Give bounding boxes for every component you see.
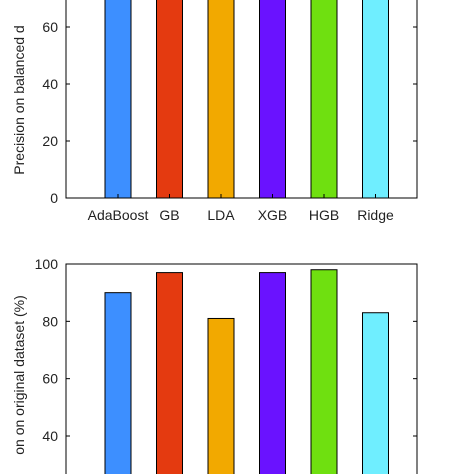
top-bar-chart: 0 20 40 60 AdaBoost GB LDA XGB HGB Ridge Precisi…	[11, 0, 418, 223]
bottom-y-axis-label: on on original dataset (%)	[11, 295, 27, 455]
bottom-bar-lda	[207, 317, 235, 474]
bottom-bar-adaboost	[104, 292, 132, 474]
top-x-tick-label-adaboost: AdaBoost	[88, 207, 149, 223]
top-y-tick-label: 60	[42, 19, 58, 35]
top-y-tick-label: 20	[42, 133, 58, 149]
top-bar-ridge	[362, 0, 389, 199]
bottom-y-tick-label: 60	[42, 371, 58, 387]
bottom-bar-hgb	[310, 269, 338, 474]
bottom-y-tick-label: 40	[42, 428, 58, 444]
top-x-tick-label-hgb: HGB	[309, 207, 339, 223]
bottom-bar-ridge	[362, 312, 389, 474]
top-axes-frame	[65, 0, 418, 199]
top-y-tick-label: 40	[42, 76, 58, 92]
bottom-axes-frame	[65, 263, 418, 474]
bottom-y-tick-label: 100	[35, 256, 59, 272]
top-x-tick-label-xgb: XGB	[258, 207, 288, 223]
bottom-y-tick-label: 80	[42, 313, 58, 329]
top-bar-gb	[156, 0, 183, 199]
bottom-bar-chart: 40 60 80 100 on on original dataset (%)	[11, 256, 418, 474]
top-bar-xgb	[259, 0, 286, 199]
top-x-tick-label-gb: GB	[159, 207, 179, 223]
bottom-bar-xgb	[259, 272, 286, 474]
top-y-axis-label: Precision on balanced d	[11, 25, 27, 174]
top-bar-hgb	[310, 0, 338, 199]
top-x-tick-label-ridge: Ridge	[357, 207, 394, 223]
top-bar-adaboost	[104, 0, 132, 199]
top-x-tick-label-lda: LDA	[207, 207, 235, 223]
top-y-tick-label: 0	[50, 190, 58, 206]
bottom-bar-gb	[156, 272, 183, 474]
top-bar-lda	[207, 0, 235, 199]
